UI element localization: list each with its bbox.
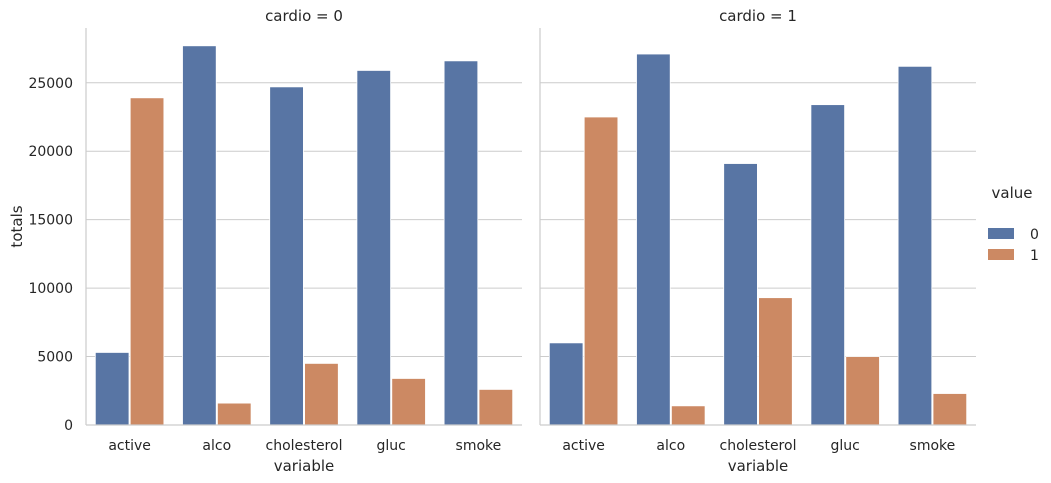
bar-smoke-value-0 <box>443 60 479 426</box>
legend-title: value <box>992 184 1033 202</box>
legend: value 0 1 <box>988 184 1039 264</box>
bar-gluc-value-0 <box>356 70 392 426</box>
x-tick-label: gluc <box>831 438 860 454</box>
y-tick-label: 15000 <box>28 213 73 229</box>
x-tick-label: active <box>562 438 605 454</box>
y-tick-label: 20000 <box>28 144 73 160</box>
x-axis-label: variable <box>728 457 789 475</box>
x-tick-label: alco <box>656 438 685 454</box>
bar-cholesterol-value-0 <box>723 163 758 426</box>
bar-active-value-1 <box>583 116 619 426</box>
panel-title: cardio = 0 <box>265 7 343 25</box>
bar-cholesterol-value-1 <box>304 362 339 426</box>
y-tick-label: 0 <box>64 418 73 434</box>
axis-layer <box>85 28 976 426</box>
bar-alco-value-0 <box>636 53 671 426</box>
legend-swatch <box>988 249 1014 260</box>
panel-title: cardio = 1 <box>719 7 797 25</box>
bar-layer <box>94 45 968 426</box>
x-tick-label: gluc <box>377 438 406 454</box>
bar-gluc-value-1 <box>391 378 426 426</box>
x-tick-label: cholesterol <box>266 438 343 454</box>
x-tick-label: active <box>108 438 151 454</box>
bar-cholesterol-value-1 <box>758 297 793 426</box>
bar-gluc-value-0 <box>810 104 845 426</box>
x-tick-label: cholesterol <box>720 438 797 454</box>
legend-label: 1 <box>1030 248 1039 264</box>
bar-cholesterol-value-0 <box>269 86 304 426</box>
bar-active-value-1 <box>129 97 165 426</box>
bar-alco-value-1 <box>671 405 706 426</box>
bar-smoke-value-1 <box>478 389 514 426</box>
x-tick-label: smoke <box>456 438 502 454</box>
x-tick-label: alco <box>202 438 231 454</box>
bar-active-value-0 <box>94 352 130 426</box>
x-tick-label: smoke <box>910 438 956 454</box>
legend-swatch <box>988 228 1014 239</box>
text-layer: cardio = 0 active alco cholesterol gluc smoke… <box>8 7 955 475</box>
bar-smoke-value-1 <box>932 393 968 426</box>
bar-gluc-value-1 <box>845 356 880 426</box>
y-axis-label: totals <box>8 205 26 247</box>
bar-active-value-0 <box>548 342 584 426</box>
y-tick-label: 10000 <box>28 281 73 297</box>
bar-smoke-value-0 <box>897 65 933 426</box>
bar-alco-value-0 <box>182 45 217 426</box>
y-tick-label: 25000 <box>28 76 73 92</box>
y-tick-label: 5000 <box>37 350 73 366</box>
bar-alco-value-1 <box>216 402 252 426</box>
legend-label: 0 <box>1030 227 1039 243</box>
x-axis-label: variable <box>274 457 335 475</box>
